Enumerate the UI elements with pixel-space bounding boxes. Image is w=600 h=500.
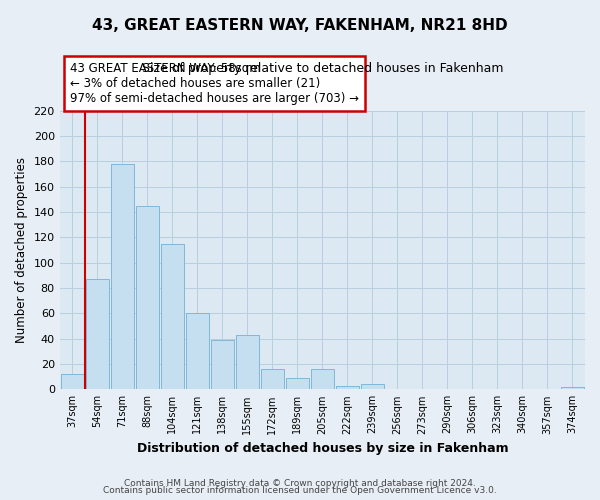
Bar [261,369,284,390]
Bar [286,378,309,390]
Title: Size of property relative to detached houses in Fakenham: Size of property relative to detached ho… [142,62,503,75]
X-axis label: Distribution of detached houses by size in Fakenham: Distribution of detached houses by size … [137,442,508,455]
Text: Contains public sector information licensed under the Open Government Licence v3: Contains public sector information licen… [103,486,497,495]
Bar [236,335,259,390]
Text: 43, GREAT EASTERN WAY, FAKENHAM, NR21 8HD: 43, GREAT EASTERN WAY, FAKENHAM, NR21 8H… [92,18,508,32]
Bar [61,374,83,390]
Bar [110,164,134,390]
Bar [361,384,384,390]
Bar [186,314,209,390]
Bar [336,386,359,390]
Bar [311,369,334,390]
Bar [136,206,159,390]
Text: 43 GREAT EASTERN WAY: 58sqm
← 3% of detached houses are smaller (21)
97% of semi: 43 GREAT EASTERN WAY: 58sqm ← 3% of deta… [70,62,359,105]
Bar [211,340,234,390]
Text: Contains HM Land Registry data © Crown copyright and database right 2024.: Contains HM Land Registry data © Crown c… [124,478,476,488]
Y-axis label: Number of detached properties: Number of detached properties [15,157,28,343]
Bar [561,387,584,390]
Bar [161,244,184,390]
Bar [86,279,109,390]
